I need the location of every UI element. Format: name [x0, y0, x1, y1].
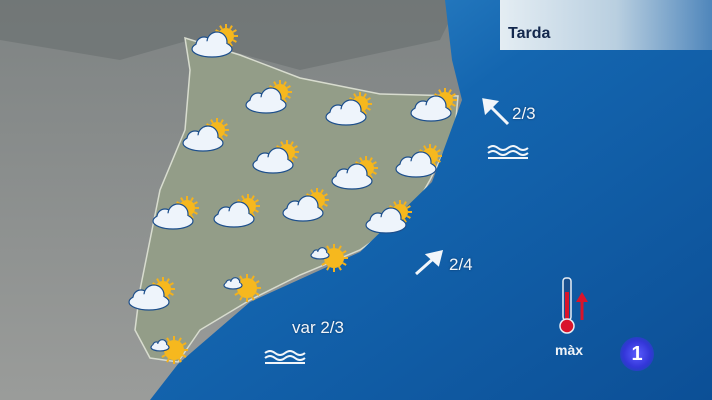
waves-icon [487, 145, 529, 159]
max-temp-label: màx [555, 342, 584, 358]
catalonia [134, 36, 459, 363]
partly-cloudy-icon [245, 80, 292, 114]
thermometer-up-icon [559, 277, 588, 334]
wind-label-north: 2/3 [512, 104, 536, 123]
period-panel: Tarda [500, 0, 712, 50]
partly-cloudy-icon [152, 196, 199, 230]
partly-cloudy-icon [365, 200, 412, 234]
period-title: Tarda [508, 25, 551, 42]
partly-cloudy-icon [395, 144, 442, 178]
wind-arrow-north [482, 98, 510, 126]
partly-cloudy-icon [128, 277, 175, 311]
mostly-sunny-icon [310, 244, 348, 272]
partly-cloudy-icon [331, 156, 378, 190]
mostly-sunny-icon [223, 274, 261, 302]
wind-arrow-center [415, 249, 444, 276]
wind-label-south: var 2/3 [292, 318, 344, 337]
partly-cloudy-icon [282, 188, 329, 222]
partly-cloudy-icon [325, 92, 372, 126]
mostly-sunny-icon [150, 336, 188, 364]
channel-logo: 1 [620, 337, 654, 371]
waves-icon [264, 350, 306, 364]
partly-cloudy-icon [410, 88, 457, 122]
partly-cloudy-icon [182, 118, 229, 152]
partly-cloudy-icon [191, 24, 238, 58]
wind-label-center: 2/4 [449, 255, 473, 274]
partly-cloudy-icon [213, 194, 260, 228]
partly-cloudy-icon [252, 140, 299, 174]
